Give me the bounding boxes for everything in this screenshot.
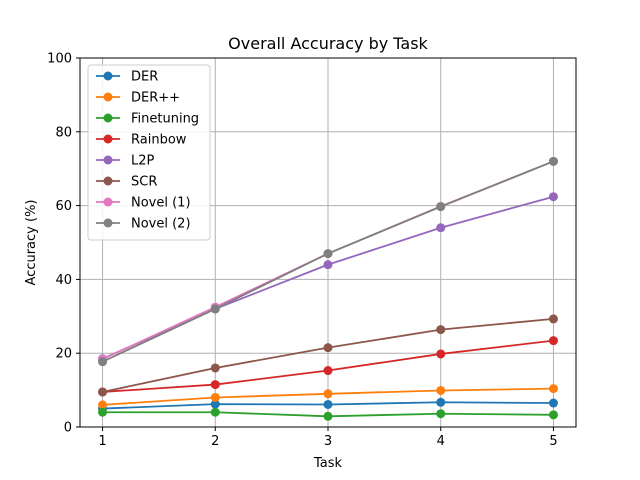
series-novel-2 (98, 156, 558, 367)
data-point (210, 399, 220, 409)
data-point (436, 397, 446, 407)
y-tick-label: 100 (47, 52, 72, 67)
legend-entry: L2P (131, 154, 155, 169)
data-point (98, 407, 108, 417)
x-tick-label: 1 (98, 434, 106, 449)
legend-entry: SCR (131, 175, 157, 190)
legend-entry: Rainbow (131, 133, 187, 148)
data-point (98, 387, 108, 397)
plot-series (98, 156, 558, 421)
legend-entry: Finetuning (131, 112, 199, 127)
data-point (210, 407, 220, 417)
data-point (436, 349, 446, 359)
legend-entry: Novel (2) (131, 217, 191, 232)
data-point (548, 384, 558, 394)
legend-swatch-marker (103, 176, 113, 186)
series-finetuning (98, 407, 558, 421)
legend-entry: Novel (1) (131, 196, 191, 211)
data-point (210, 392, 220, 402)
y-tick-label: 0 (64, 421, 72, 436)
legend-swatch-marker (103, 113, 113, 123)
data-point (436, 409, 446, 419)
legend-swatch-marker (103, 218, 113, 228)
series-der (98, 384, 558, 410)
chart-title: Overall Accuracy by Task (228, 34, 428, 53)
y-tick-label: 60 (55, 199, 72, 214)
legend-box (87, 64, 211, 241)
data-point (323, 366, 333, 376)
legend-entry: DER (131, 70, 158, 85)
data-point (323, 411, 333, 421)
axis-ticks: 1 2 3 4 5 0 20 40 60 80 100 (47, 52, 557, 450)
y-tick-label: 80 (55, 125, 72, 140)
data-point (210, 304, 220, 314)
data-point (98, 400, 108, 410)
data-point (323, 389, 333, 399)
data-point (323, 260, 333, 270)
x-tick-label: 4 (437, 434, 445, 449)
data-point (210, 380, 220, 390)
x-tick-label: 3 (324, 434, 332, 449)
data-point (436, 223, 446, 233)
x-tick-label: 2 (211, 434, 219, 449)
data-point (210, 363, 220, 373)
data-point (548, 192, 558, 202)
legend-swatch-marker (103, 92, 113, 102)
data-point (548, 156, 558, 166)
legend-swatch-marker (103, 134, 113, 144)
data-point (436, 202, 446, 212)
data-point (436, 325, 446, 335)
data-point (436, 385, 446, 395)
y-tick-label: 20 (55, 347, 72, 362)
data-point (98, 357, 108, 367)
y-axis-label: Accuracy (%) (24, 200, 39, 286)
legend-entry: DER++ (131, 91, 180, 106)
legend-swatch-marker (103, 197, 113, 207)
legend-swatch-marker (103, 155, 113, 165)
series-scr (98, 314, 558, 397)
legend-swatch-marker (103, 71, 113, 81)
data-point (323, 399, 333, 409)
data-point (323, 249, 333, 259)
data-point (548, 398, 558, 408)
x-tick-label: 5 (549, 434, 557, 449)
data-point (548, 336, 558, 346)
legend: DER DER++ Finetuning Rainbow L2P SCR Novel (1)… (87, 64, 211, 241)
x-axis-label: Task (313, 456, 343, 471)
data-point (548, 314, 558, 324)
data-point (548, 410, 558, 420)
data-point (323, 343, 333, 353)
y-tick-label: 40 (55, 273, 72, 288)
